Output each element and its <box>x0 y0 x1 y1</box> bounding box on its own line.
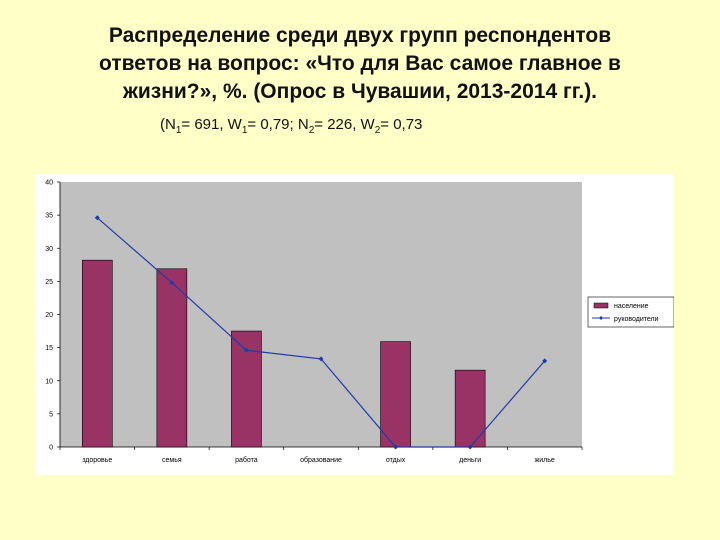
y-tick-label: 25 <box>45 279 53 286</box>
sample-info-sub: 2 <box>374 125 381 136</box>
title-line-3: жизни?», %. (Опрос в Чувашии, 2013-2014 … <box>122 80 598 103</box>
legend-label: население <box>614 303 649 310</box>
y-tick-label: 20 <box>45 312 53 319</box>
x-tick-label: семья <box>162 457 182 464</box>
legend-marker <box>599 316 603 320</box>
chart-area: 0 5 10 15 20 25 30 35 40 здоровье семья работа образ… <box>36 174 674 475</box>
line-point <box>243 347 249 353</box>
line-point <box>169 280 175 286</box>
x-tick-label: деньги <box>459 457 481 464</box>
chart-svg: 0 5 10 15 20 25 30 35 40 здоровье семья работа образ… <box>45 180 674 464</box>
legend-box <box>587 296 674 328</box>
x-tick-label: работа <box>235 456 258 464</box>
title-line-2: ответов на вопрос: «Что для Вас самое гл… <box>99 52 621 75</box>
line-point <box>318 356 324 362</box>
y-tick-label: 10 <box>45 378 53 385</box>
bar <box>380 341 411 448</box>
x-tick-label: здоровье <box>82 457 112 464</box>
legend-label: руководители <box>614 316 659 323</box>
sample-info-text: = 0,73 <box>380 116 423 133</box>
sample-info-text: = 0,79; N <box>247 116 309 133</box>
y-tick-label: 35 <box>45 213 53 220</box>
x-tick-label: образование <box>300 456 342 464</box>
sample-info-text: = 226, W <box>314 116 375 133</box>
y-tick-label: 30 <box>45 246 53 253</box>
page-title: Распределение среди двух групп респонден… <box>20 22 700 106</box>
title-line-1: Распределение среди двух групп респонден… <box>108 24 612 47</box>
y-tick-label: 15 <box>45 345 53 352</box>
line-point <box>393 444 399 450</box>
line-point <box>94 215 100 221</box>
bar <box>156 268 188 448</box>
sample-info-text: = 691, W <box>181 116 242 133</box>
sample-info-sub: 1 <box>241 125 248 136</box>
y-tick-label: 40 <box>45 180 53 187</box>
sample-info-text: (N <box>160 116 176 133</box>
bar <box>81 259 113 448</box>
y-tick-label: 5 <box>49 411 53 418</box>
legend-swatch-bar <box>593 302 609 309</box>
sample-info: (N1= 691, W1= 0,79; N2= 226, W2= 0,73 <box>160 116 422 136</box>
y-tick-label: 0 <box>49 445 53 452</box>
x-tick-label: жилье <box>535 457 555 464</box>
plot-area <box>60 182 582 447</box>
line-point <box>467 444 473 450</box>
line-point <box>542 358 548 364</box>
x-tick-label: отдых <box>386 457 406 464</box>
sample-info-sub: 2 <box>308 125 315 136</box>
sample-info-sub: 1 <box>175 125 182 136</box>
